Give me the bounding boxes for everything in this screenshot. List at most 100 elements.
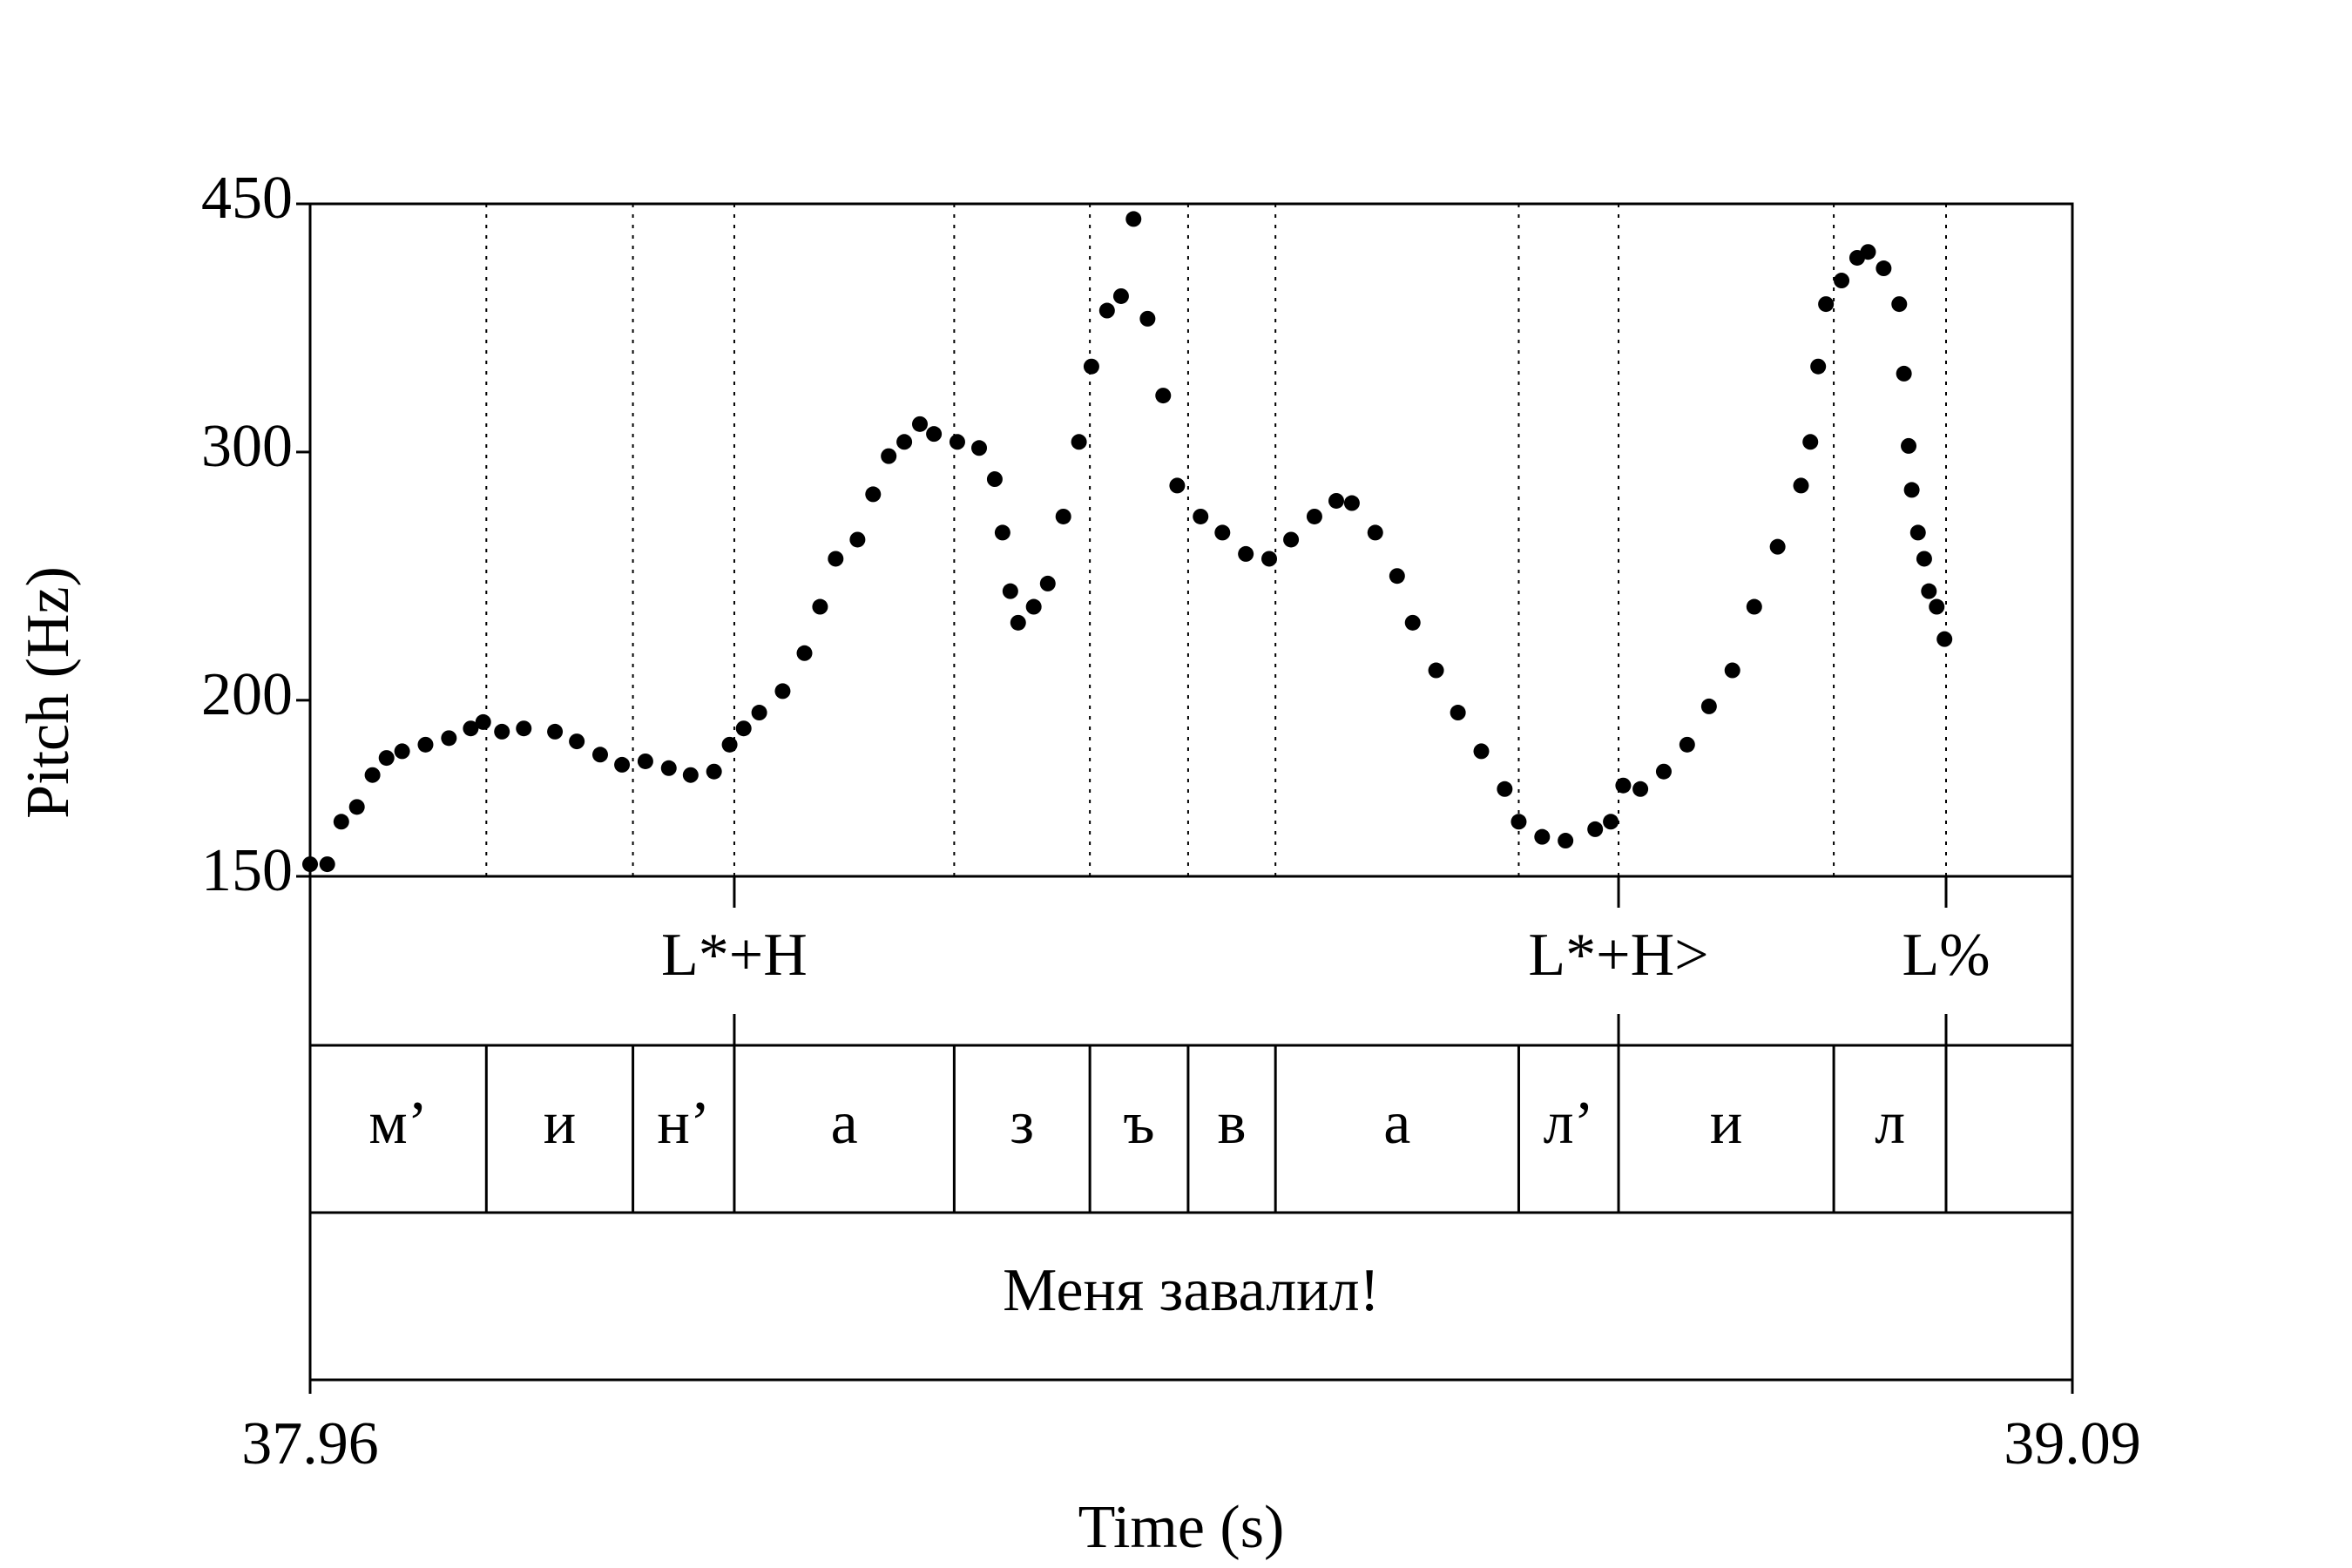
segment-label: з: [1010, 1090, 1034, 1157]
x-tick-label: 39.09: [2004, 1410, 2141, 1477]
segment-label: и: [1710, 1090, 1742, 1157]
tone-label: L%: [1902, 922, 1990, 989]
y-axis-title: Pitch (Hz): [15, 566, 82, 819]
pitch-point: [1002, 583, 1018, 599]
pitch-point: [796, 645, 813, 661]
pitch-point: [682, 767, 699, 783]
segment-label: ъ: [1123, 1090, 1154, 1157]
pitch-point: [364, 767, 381, 783]
pitch-point: [721, 736, 738, 753]
pitch-point: [774, 683, 791, 700]
pitch-point: [1936, 631, 1953, 647]
pitch-point: [1025, 598, 1042, 615]
y-tick-label: 300: [201, 413, 293, 480]
pitch-point: [1261, 551, 1278, 567]
segment-label: а: [1383, 1090, 1410, 1157]
pitch-point: [1055, 508, 1071, 524]
pitch-point: [1929, 598, 1945, 615]
pitch-point: [516, 720, 532, 737]
pitch-point: [1834, 273, 1850, 289]
pitch-point: [949, 434, 965, 450]
y-tick-label: 150: [201, 837, 293, 904]
pitch-point: [751, 705, 767, 721]
frame: [308, 202, 2074, 1382]
pitch-point: [1700, 698, 1717, 714]
pitch-point: [637, 753, 653, 769]
pitch-point: [463, 720, 479, 737]
pitch-point: [986, 471, 1003, 488]
pitch-point: [319, 856, 335, 873]
pitch-point: [1769, 538, 1786, 555]
segment-label: н’: [657, 1090, 710, 1157]
pitch-point: [1511, 814, 1527, 830]
pitch-point: [1125, 211, 1142, 227]
pitch-point: [547, 723, 564, 740]
pitch-point: [569, 733, 585, 750]
pitch-point: [1214, 524, 1231, 541]
pitch-point: [1587, 821, 1604, 837]
pitch-point: [1679, 736, 1695, 753]
x-axis-title: Time (s): [1078, 1494, 1285, 1561]
pitch-point: [1793, 477, 1809, 494]
pitch-point: [1909, 524, 1926, 541]
pitch-point: [1921, 583, 1937, 599]
pitch-point: [1071, 434, 1087, 450]
word-label: Меня завалил!: [1003, 1257, 1380, 1324]
pitch-point: [348, 799, 365, 815]
pitch-point: [1010, 614, 1026, 631]
pitch-point: [896, 434, 913, 450]
segment-label: а: [831, 1090, 858, 1157]
segment-label: и: [544, 1090, 576, 1157]
pitch-point: [828, 551, 844, 567]
segment-label: м’: [368, 1090, 428, 1157]
pitch-point: [1039, 575, 1056, 591]
segment-label: в: [1218, 1090, 1247, 1157]
pitch-point: [1818, 296, 1835, 313]
pitch-point: [1193, 508, 1209, 524]
segment-label: л’: [1544, 1090, 1594, 1157]
pitch-point: [706, 763, 722, 780]
pitch-point: [1896, 365, 1912, 382]
pitch-point: [865, 486, 882, 503]
pitch-point: [971, 440, 988, 456]
pitch-point: [1283, 531, 1300, 548]
pitch-point: [1534, 828, 1551, 845]
tone-label: L*+H>: [1528, 922, 1708, 989]
pitch-point: [494, 723, 510, 740]
pitch-point: [394, 743, 410, 760]
pitch-point: [1916, 551, 1932, 567]
pitch-point: [1603, 814, 1619, 830]
pitch-point: [1746, 598, 1762, 615]
pitch-point: [1328, 492, 1344, 509]
pitch-point: [1860, 244, 1876, 260]
pitch-point: [911, 416, 928, 432]
pitch-point: [1497, 781, 1513, 797]
pitch-point: [1450, 705, 1466, 721]
pitch-point: [1615, 777, 1632, 794]
pitch-point: [1238, 545, 1254, 562]
pitch-point: [1367, 524, 1383, 541]
pitch-point: [1901, 437, 1917, 454]
pitch-point: [1112, 287, 1129, 304]
pitch-point: [849, 531, 866, 548]
pitch-point: [660, 760, 677, 776]
pitch-point: [1343, 495, 1360, 511]
pitch-point: [591, 747, 608, 763]
pitch-point: [1810, 358, 1827, 375]
pitch-point: [1404, 614, 1421, 631]
pitch-point: [994, 524, 1010, 541]
pitch-point: [1655, 763, 1672, 780]
tone-label: L*+H: [661, 922, 808, 989]
pitch-point: [1558, 833, 1574, 849]
pitch-point: [333, 814, 349, 830]
pitch-point: [378, 750, 395, 767]
y-tick-label: 200: [201, 661, 293, 728]
pitch-point: [1428, 662, 1444, 679]
pitch-point: [1473, 743, 1490, 760]
pitch-point: [1876, 260, 1892, 277]
y-tick-label: 450: [201, 165, 293, 232]
pitch-point: [1139, 310, 1156, 327]
pitch-point: [1083, 358, 1099, 375]
